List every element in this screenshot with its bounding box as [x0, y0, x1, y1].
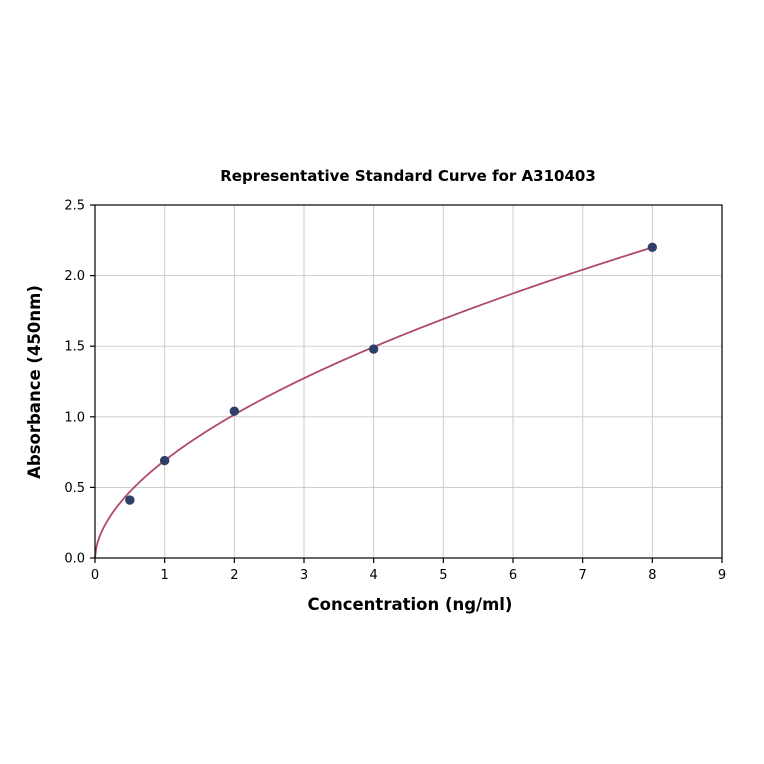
y-tick-label: 2.5: [64, 199, 85, 214]
chart-title: Representative Standard Curve for A31040…: [220, 167, 596, 185]
y-tick-label: 0.5: [64, 481, 85, 496]
y-tick-label: 1.5: [64, 340, 85, 355]
x-tick-label: 9: [718, 568, 726, 583]
data-point: [159, 455, 170, 466]
y-tick-label: 1.0: [64, 410, 85, 425]
standard-curve-line: [94, 245, 656, 559]
plot-frame: [94, 204, 723, 559]
plot-area: 0 1 2 3 4 5 6 7 8 9 0.0 0.5 1.0 1.5 2.0 2.5: [64, 199, 726, 584]
x-tick-label: 6: [509, 568, 517, 583]
x-tick-label: 3: [300, 568, 308, 583]
x-tick-label: 0: [91, 568, 99, 583]
data-point: [368, 344, 379, 354]
data-point: [125, 495, 135, 505]
x-tick-label: 4: [370, 568, 378, 583]
data-point: [647, 242, 658, 253]
x-tick-label: 2: [230, 568, 238, 583]
x-axis-label: Concentration (ng/ml): [308, 595, 513, 614]
data-point: [229, 406, 240, 416]
y-axis-label: Absorbance (450nm): [25, 285, 44, 479]
y-tick-label: 2.0: [64, 269, 85, 284]
x-tick-label: 7: [579, 568, 587, 583]
x-tick-label: 1: [161, 568, 169, 583]
x-tick-label: 8: [648, 568, 656, 583]
y-tick-label: 0.0: [64, 552, 85, 567]
x-tick-label: 5: [439, 568, 447, 583]
